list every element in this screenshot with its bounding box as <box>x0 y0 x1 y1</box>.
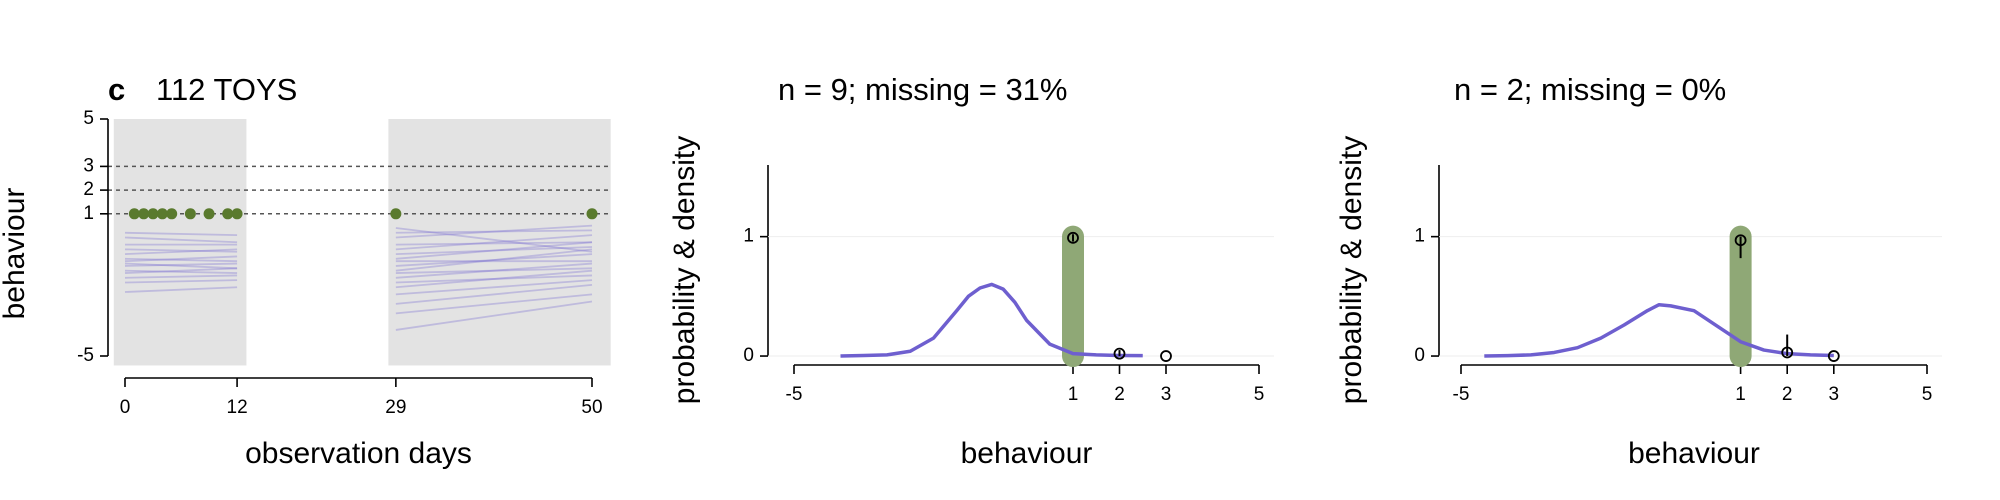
probability-point <box>1160 350 1172 362</box>
trajectory-line <box>395 267 593 274</box>
x-tick-label: 3 <box>1161 384 1172 405</box>
shaded-region <box>388 119 611 366</box>
trajectory-line <box>124 269 238 274</box>
x-tick-label: 2 <box>1782 384 1793 405</box>
x-tick-label: 5 <box>1254 384 1265 405</box>
x-tick-label: 50 <box>581 397 602 418</box>
y-tick-label: 5 <box>83 108 94 129</box>
trajectory-line <box>395 229 593 234</box>
trajectory-line <box>395 253 593 267</box>
chart-title: n = 2; missing = 0% <box>1454 72 1726 107</box>
trajectory-line <box>395 241 593 260</box>
trajectory-line <box>395 224 593 239</box>
observation-point <box>390 208 402 220</box>
density-line <box>1484 302 1834 358</box>
observation-point <box>203 208 215 220</box>
trajectory-line <box>395 300 593 331</box>
x-tick-label: 5 <box>1922 384 1933 405</box>
observation-point <box>166 208 178 220</box>
y-tick-label: 1 <box>1414 226 1425 247</box>
trajectory-line <box>395 227 593 253</box>
trajectory-line <box>124 274 238 279</box>
observation-point <box>231 208 243 220</box>
trajectory-line <box>395 262 593 279</box>
trajectory-line <box>395 248 593 272</box>
probability-point <box>1827 350 1840 362</box>
observation-point <box>147 208 159 220</box>
x-axis-label: behaviour <box>961 437 1093 470</box>
x-tick-label: 2 <box>1114 384 1125 405</box>
y-axis-label: probability & density <box>668 136 701 404</box>
panel-label: c <box>108 72 125 107</box>
y-tick-label: 2 <box>83 179 94 200</box>
probability-point <box>1734 234 1747 247</box>
chart-title: 112 TOYS <box>156 72 297 107</box>
trajectory-line <box>124 248 238 255</box>
x-axis-label: observation days <box>245 437 472 470</box>
trajectory-line <box>395 241 593 246</box>
trajectory-line <box>124 257 238 263</box>
x-tick-label: 1 <box>1735 384 1746 405</box>
y-tick-label: 0 <box>743 345 754 366</box>
x-tick-label: 29 <box>385 397 406 418</box>
x-tick-label: 1 <box>1068 384 1079 405</box>
x-tick-label: -5 <box>786 384 803 405</box>
trajectory-line <box>395 293 593 315</box>
shaded-region <box>113 119 247 366</box>
chart-title: n = 9; missing = 31% <box>778 72 1068 107</box>
y-tick-label: 1 <box>83 203 94 224</box>
x-axis-label: behaviour <box>1628 437 1760 470</box>
trajectory-line <box>395 269 593 289</box>
y-axis-label: behaviour <box>0 188 31 320</box>
trajectory-line <box>124 255 238 263</box>
trajectory-line <box>124 279 238 284</box>
trajectory-line <box>124 231 238 237</box>
trajectory-line <box>395 246 593 255</box>
trajectory-line <box>395 284 593 305</box>
y-tick-label: -5 <box>77 345 94 366</box>
trajectory-line <box>124 267 238 274</box>
x-tick-label: 12 <box>227 397 248 418</box>
trajectory-line <box>124 248 238 253</box>
trajectory-line <box>124 262 238 267</box>
trajectory-line <box>395 279 593 296</box>
observation-point <box>184 208 196 220</box>
trajectory-line <box>124 262 238 270</box>
x-tick-label: 3 <box>1829 384 1840 405</box>
density-line <box>840 282 1143 358</box>
probability-point <box>1781 346 1794 359</box>
observation-point <box>156 208 168 220</box>
observation-point <box>222 208 234 220</box>
observation-point <box>138 208 150 220</box>
probability-point <box>1067 231 1079 244</box>
trajectory-line <box>124 236 238 244</box>
trajectory-line <box>395 234 593 251</box>
x-tick-label: -5 <box>1453 384 1470 405</box>
trajectory-line <box>124 286 238 293</box>
probability-point <box>1113 347 1126 360</box>
y-tick-label: 3 <box>83 155 94 176</box>
trajectory-line <box>395 274 593 284</box>
y-tick-label: 1 <box>743 226 754 247</box>
observation-point <box>586 208 598 220</box>
y-tick-label: 0 <box>1414 345 1425 366</box>
x-tick-label: 0 <box>120 397 131 418</box>
y-axis-label: probability & density <box>1335 136 1368 404</box>
observation-point <box>128 208 140 220</box>
